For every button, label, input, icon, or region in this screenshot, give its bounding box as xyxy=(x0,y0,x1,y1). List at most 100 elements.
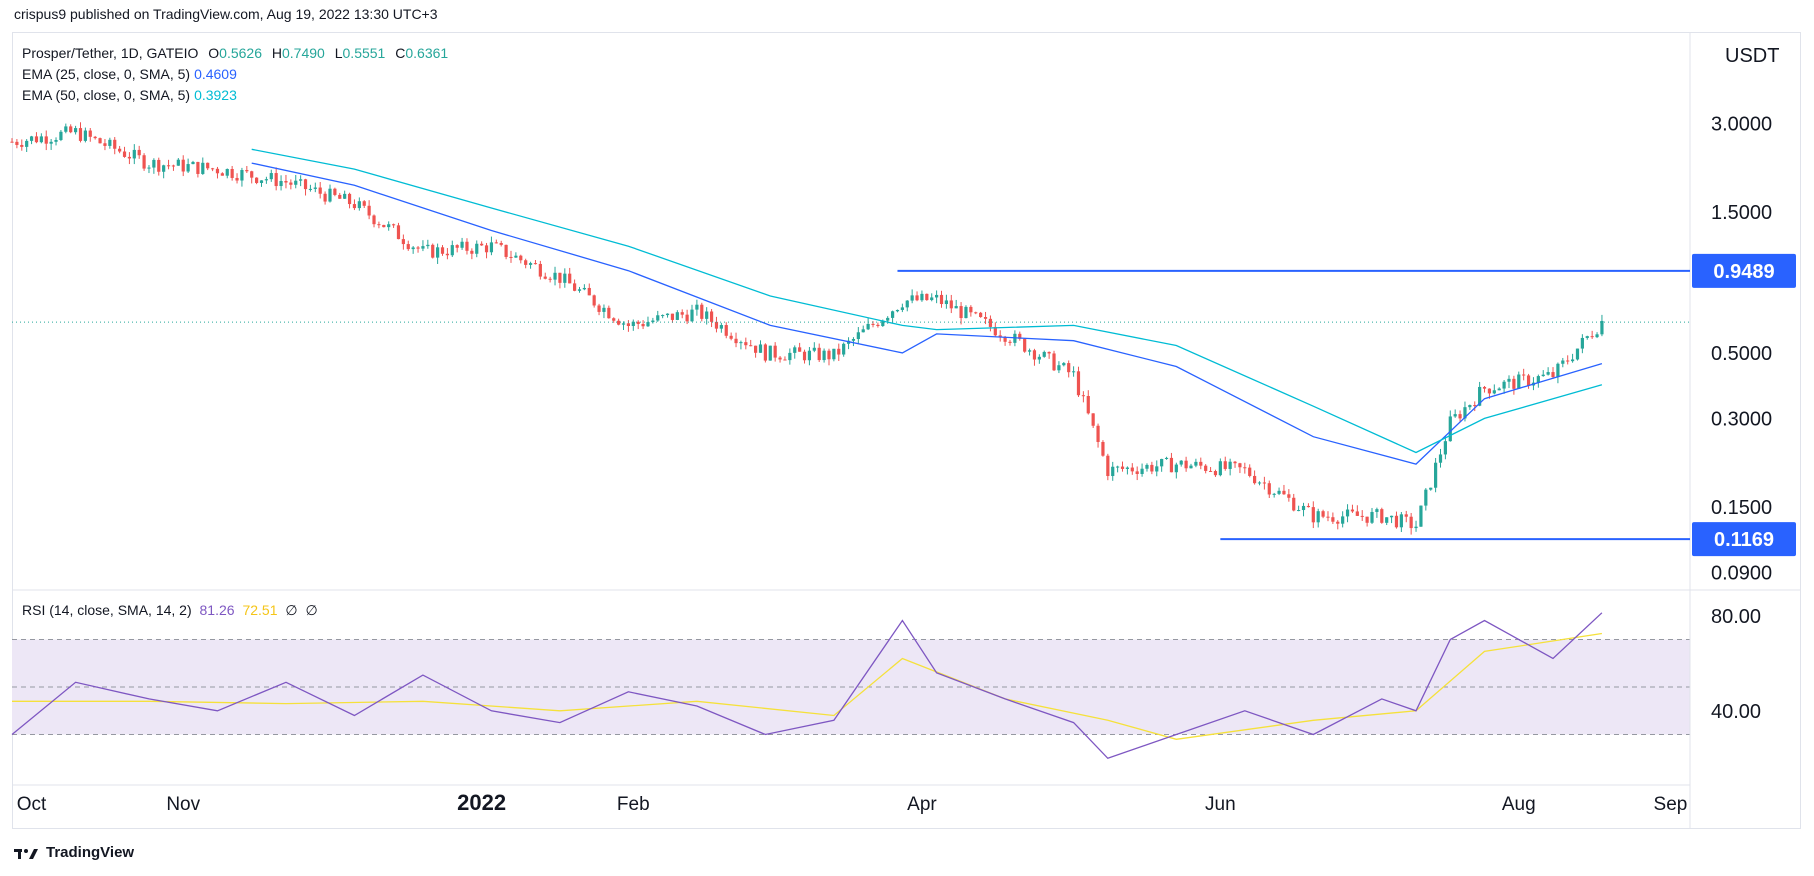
candle-body xyxy=(235,177,239,181)
candle-body xyxy=(328,188,332,202)
candle-body xyxy=(1438,454,1443,463)
candle-body xyxy=(162,165,166,172)
candle-body xyxy=(572,283,577,291)
candle-body xyxy=(59,131,63,140)
candle-body xyxy=(83,130,87,141)
rsi-band-layer xyxy=(12,639,1690,735)
candle-body xyxy=(1238,463,1242,468)
candle-body xyxy=(519,255,523,261)
chart-frame[interactable] xyxy=(12,32,1801,829)
candle-body xyxy=(724,325,728,336)
candle-body xyxy=(1145,464,1149,469)
candle-body xyxy=(426,244,430,247)
candle-body xyxy=(73,128,78,133)
candle-body xyxy=(465,241,469,251)
level-tag-text-0: 0.9489 xyxy=(1713,261,1774,283)
candle-body xyxy=(127,156,132,159)
candle-body xyxy=(25,140,29,147)
candle-body xyxy=(1561,360,1565,364)
candle-body xyxy=(1341,516,1345,524)
candle-body xyxy=(705,311,709,319)
candle-body xyxy=(837,348,841,355)
price-axis-unit: USDT xyxy=(1725,45,1779,67)
candle-body xyxy=(582,287,586,290)
candle-body xyxy=(1389,515,1394,518)
candle-body xyxy=(1218,461,1222,476)
candle-body xyxy=(729,335,733,339)
candle-body xyxy=(401,239,405,245)
candle-body xyxy=(646,322,650,327)
candle-body xyxy=(900,307,904,310)
candle-body xyxy=(758,344,763,353)
rsi-na-1: ∅ xyxy=(285,602,298,618)
candle-body xyxy=(1429,487,1433,490)
candle-body xyxy=(1204,465,1208,471)
candle-body xyxy=(1292,497,1296,511)
candle-body xyxy=(1463,407,1467,419)
candle-body xyxy=(421,246,425,249)
candle-body xyxy=(499,242,503,245)
candle-body xyxy=(98,138,102,144)
tradingview-brand: TradingView xyxy=(46,844,135,861)
candle-body xyxy=(553,272,557,280)
candle-body xyxy=(1512,378,1516,389)
tradingview-footer[interactable]: TradingView xyxy=(14,844,134,861)
price-tick-label: 0.1500 xyxy=(1711,497,1772,519)
candle-body xyxy=(1067,363,1071,373)
candle-body xyxy=(1585,336,1589,338)
time-label: Nov xyxy=(166,794,200,815)
candle-body xyxy=(1409,516,1413,529)
candle-body xyxy=(440,247,445,254)
candle-body xyxy=(303,179,308,190)
candle-body xyxy=(357,201,361,209)
candle-body xyxy=(1551,372,1555,378)
candle-body xyxy=(524,260,528,265)
candle-body xyxy=(617,320,621,325)
candle-body xyxy=(1306,505,1311,508)
candle-body xyxy=(1057,365,1061,371)
candle-body xyxy=(1507,378,1511,382)
candle-body xyxy=(39,136,43,143)
candle-body xyxy=(597,305,601,312)
candle-body xyxy=(1370,511,1374,523)
candle-body xyxy=(1473,405,1477,407)
candle-body xyxy=(406,244,410,250)
candle-body xyxy=(1164,457,1169,459)
candle-body xyxy=(817,347,821,361)
candle-body xyxy=(993,326,997,336)
candle-body xyxy=(1042,351,1046,357)
candle-body xyxy=(362,201,366,206)
candle-body xyxy=(1517,374,1521,389)
rsi-legend: RSI (14, close, SMA, 14, 2) 81.26 72.51 … xyxy=(22,602,318,619)
candle-body xyxy=(886,317,890,321)
candle-body xyxy=(1566,360,1570,362)
level-tag-0 xyxy=(1692,253,1796,288)
candle-body xyxy=(1179,460,1183,465)
candle-body xyxy=(665,313,670,316)
ema-layer xyxy=(251,148,1603,465)
candle-body xyxy=(29,136,34,141)
candle-body xyxy=(1350,509,1355,512)
time-label: Sep xyxy=(1654,794,1688,815)
candle-body xyxy=(69,126,73,133)
close-value: 0.6361 xyxy=(405,45,449,61)
candle-body xyxy=(206,162,210,169)
ema50-legend: EMA (50, close, 0, SMA, 5) 0.3923 xyxy=(22,87,237,103)
low-label: L xyxy=(334,45,343,61)
candle-body xyxy=(1213,471,1218,476)
candle-body xyxy=(215,168,220,174)
candle-body xyxy=(1106,455,1110,477)
candle-body xyxy=(1076,371,1081,396)
candle-body xyxy=(299,179,303,181)
candle-body xyxy=(489,242,494,253)
rsi-value: 81.26 xyxy=(199,602,235,618)
candle-body xyxy=(1116,466,1120,468)
candle-body xyxy=(612,318,616,321)
candle-body xyxy=(323,193,327,202)
candle-body xyxy=(1174,464,1178,473)
candle-body xyxy=(391,224,396,226)
candle-body xyxy=(1600,320,1604,335)
candle-body xyxy=(1111,466,1115,477)
level-layer: 0.9489 0.1169 xyxy=(12,253,1796,557)
